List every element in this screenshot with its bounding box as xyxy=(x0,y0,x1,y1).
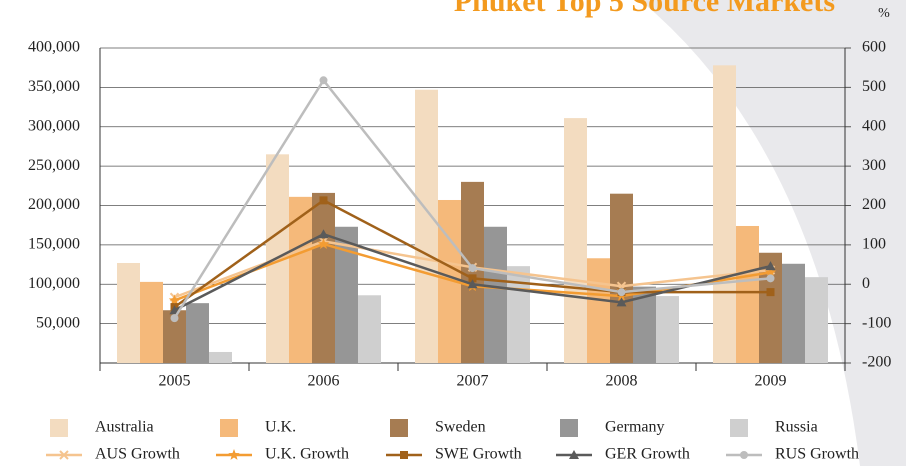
legend-label: U.K. xyxy=(265,419,296,436)
marker xyxy=(468,274,477,283)
y2-tick-label: -100 xyxy=(862,314,891,331)
legend-label: RUS Growth xyxy=(775,446,859,463)
y-tick-label: 150,000 xyxy=(28,236,80,253)
y2-tick-label: 0 xyxy=(862,275,870,292)
legend-swatch xyxy=(50,419,68,437)
y2-tick-label: 300 xyxy=(862,157,886,174)
legend-label: Australia xyxy=(95,419,154,436)
legend-swatch xyxy=(560,419,578,437)
legend-label: Germany xyxy=(605,419,665,436)
bar xyxy=(461,181,484,363)
marker xyxy=(400,451,408,459)
bar xyxy=(289,196,312,363)
bar xyxy=(782,263,805,363)
y-tick-label: 300,000 xyxy=(28,117,80,134)
marker xyxy=(764,266,777,278)
bar xyxy=(186,303,209,363)
bar xyxy=(564,118,587,364)
marker xyxy=(168,294,181,306)
chart-title: Phuket Top 5 Source Markets xyxy=(454,0,835,18)
x-tick-label: 2005 xyxy=(159,373,191,390)
y2-tick-label: 500 xyxy=(862,78,886,95)
legend-swatch xyxy=(220,419,238,437)
bar xyxy=(759,252,782,363)
bar xyxy=(209,351,232,363)
bar xyxy=(312,192,335,363)
marker xyxy=(765,261,776,271)
bar xyxy=(484,226,507,363)
bar xyxy=(805,277,828,363)
bar xyxy=(358,295,381,363)
legend-label: Sweden xyxy=(435,419,486,436)
bar xyxy=(610,193,633,363)
bar xyxy=(438,199,461,363)
y-tick-label: 100,000 xyxy=(28,275,80,292)
y-tick-label: 350,000 xyxy=(28,78,80,95)
y2-tick-label: -200 xyxy=(862,354,891,371)
bar xyxy=(415,89,438,364)
marker xyxy=(616,297,627,307)
marker xyxy=(319,76,328,85)
y2-tick-label: 600 xyxy=(862,39,886,56)
y-tick-label: 50,000 xyxy=(36,314,80,331)
bar xyxy=(656,296,679,363)
bar xyxy=(736,225,759,363)
x-tick-label: 2006 xyxy=(308,373,340,390)
y2-tick-label: 400 xyxy=(862,117,886,134)
marker xyxy=(468,264,477,273)
marker xyxy=(766,288,775,297)
marker xyxy=(170,314,179,323)
legend-label: GER Growth xyxy=(605,446,690,463)
background-arc xyxy=(640,0,906,466)
bar xyxy=(140,281,163,363)
marker xyxy=(228,449,240,460)
legend-swatch xyxy=(390,419,408,437)
bar xyxy=(335,226,358,363)
legend-label: SWE Growth xyxy=(435,446,522,463)
bar xyxy=(117,262,140,363)
marker xyxy=(467,279,478,289)
legend-swatch xyxy=(730,419,748,437)
bar xyxy=(163,310,186,363)
legend-label: U.K. Growth xyxy=(265,446,349,463)
y2-tick-label: 100 xyxy=(862,236,886,253)
legend-label: AUS Growth xyxy=(95,446,180,463)
marker xyxy=(317,238,330,249)
y-tick-label: 400,000 xyxy=(28,39,80,56)
marker xyxy=(319,196,328,205)
bar xyxy=(587,258,610,363)
bar xyxy=(713,65,736,363)
marker xyxy=(617,288,626,297)
y2-axis-label: % xyxy=(878,6,890,21)
marker xyxy=(318,229,329,239)
x-tick-label: 2007 xyxy=(457,373,489,390)
y-tick-label: 200,000 xyxy=(28,196,80,213)
marker xyxy=(569,450,579,459)
marker xyxy=(766,274,775,283)
marker xyxy=(740,451,748,459)
marker xyxy=(59,450,69,460)
y-tick-label: 250,000 xyxy=(28,157,80,174)
x-tick-label: 2008 xyxy=(606,373,638,390)
y2-tick-label: 200 xyxy=(862,196,886,213)
x-tick-label: 2009 xyxy=(755,373,787,390)
bar xyxy=(633,286,656,363)
legend-label: Russia xyxy=(775,419,818,436)
